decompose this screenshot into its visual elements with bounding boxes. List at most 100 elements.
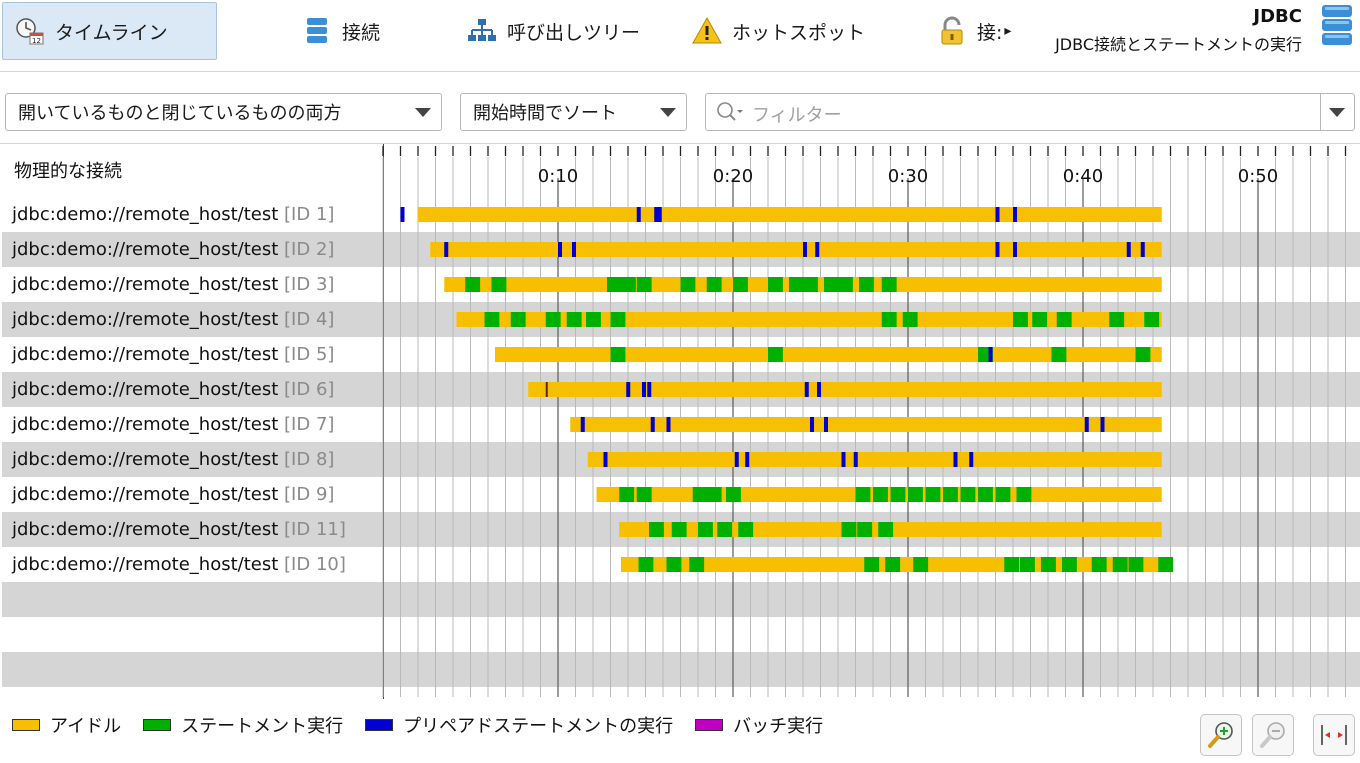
zoom-out-button[interactable] (1252, 714, 1294, 756)
legend-item-idle: アイドル (12, 712, 121, 738)
idle-bar[interactable] (456, 312, 1162, 327)
zoom-out-icon (1260, 722, 1285, 748)
connection-name: jdbc:demo://remote_host/test (12, 484, 285, 505)
tab-call-tree[interactable]: 呼び出しツリー (455, 2, 665, 60)
connection-name: jdbc:demo://remote_host/test (12, 309, 285, 330)
connection-id: [ID 2] (284, 239, 335, 260)
connection-row-label[interactable]: jdbc:demo://remote_host/test [ID 3] (12, 267, 334, 302)
connection-id: [ID 6] (284, 379, 335, 400)
connection-row-label[interactable]: jdbc:demo://remote_host/test [ID 7] (12, 407, 334, 442)
connection-id: [ID 9] (284, 484, 335, 505)
view-toolbar: 12 タイムライン 接続 (0, 0, 1360, 72)
connection-id: [ID 8] (284, 449, 335, 470)
fit-width-icon (1321, 725, 1347, 745)
zoom-in-icon (1208, 722, 1233, 748)
sort-select[interactable]: 開始時間でソート (460, 93, 687, 131)
view-title-subtitle: JDBC接続とステートメントの実行 (1055, 35, 1302, 54)
axis-tick-label: 0:20 (713, 166, 753, 187)
legend-label-prepared: プリペアドステートメントの実行 (403, 716, 674, 737)
lock-icon (937, 16, 967, 46)
connection-row-label[interactable]: jdbc:demo://remote_host/test [ID 11] (12, 512, 346, 547)
connection-name: jdbc:demo://remote_host/test (12, 554, 285, 575)
filter-history-button[interactable] (1320, 94, 1354, 130)
connection-id: [ID 11] (284, 519, 346, 540)
idle-bar[interactable] (418, 207, 1162, 222)
legend-swatch-batch (695, 719, 724, 731)
legend-swatch-statement (143, 719, 172, 731)
connection-name: jdbc:demo://remote_host/test (12, 239, 285, 260)
idle-bar[interactable] (430, 242, 1162, 257)
more-tabs-arrow-icon[interactable]: ▸ (1004, 23, 1012, 39)
idle-bar[interactable] (570, 417, 1162, 432)
legend-label-statement: ステートメント実行 (181, 716, 344, 737)
connection-row-label[interactable]: jdbc:demo://remote_host/test [ID 4] (12, 302, 334, 337)
connection-id: [ID 4] (284, 309, 335, 330)
tab-connections-label: 接続 (342, 21, 381, 44)
connection-name: jdbc:demo://remote_host/test (12, 274, 285, 295)
call-tree-icon (467, 16, 497, 46)
fit-width-button[interactable] (1313, 714, 1355, 756)
connection-row-label[interactable]: jdbc:demo://remote_host/test [ID 1] (12, 197, 334, 232)
idle-bar[interactable] (621, 557, 1162, 572)
timeline-icon: 12 (15, 16, 45, 46)
idle-bar[interactable] (528, 382, 1162, 397)
warning-icon (692, 16, 722, 46)
filter-placeholder: フィルター (752, 105, 842, 126)
connection-row-label[interactable]: jdbc:demo://remote_host/test [ID 10] (12, 547, 346, 582)
connection-column-header: 物理的な接続 (14, 161, 122, 182)
idle-bar[interactable] (444, 277, 1162, 292)
zoom-in-button[interactable] (1200, 714, 1242, 756)
search-icon (716, 101, 746, 127)
open-closed-select[interactable]: 開いているものと閉じているものの両方 (5, 93, 442, 131)
row-stripe (2, 582, 1360, 617)
connection-name: jdbc:demo://remote_host/test (12, 344, 285, 365)
connection-name: jdbc:demo://remote_host/test (12, 449, 285, 470)
connection-row-label[interactable]: jdbc:demo://remote_host/test [ID 5] (12, 337, 334, 372)
legend-label-idle: アイドル (50, 716, 122, 737)
legend-swatch-prepared (365, 719, 394, 731)
idle-bar[interactable] (619, 522, 1162, 537)
axis-tick-label: 0:50 (1238, 166, 1278, 187)
connection-name: jdbc:demo://remote_host/test (12, 204, 285, 225)
sort-select-value: 開始時間でソート (473, 103, 617, 124)
axis-tick-label: 0:10 (538, 166, 578, 187)
prepared-statement-segment (400, 207, 405, 222)
tab-timeline[interactable]: 12 タイムライン (2, 2, 217, 60)
chevron-down-icon (660, 108, 676, 117)
filter-bar: 開いているものと閉じているものの両方 開始時間でソート フィルター (0, 72, 1360, 144)
connection-id: [ID 1] (284, 204, 335, 225)
idle-bar[interactable] (495, 347, 1162, 362)
chevron-down-icon (1329, 108, 1345, 117)
connection-row-label[interactable]: jdbc:demo://remote_host/test [ID 6] (12, 372, 334, 407)
idle-bar[interactable] (587, 452, 1162, 467)
jdbc-database-icon (1320, 4, 1354, 52)
legend-item-batch: バッチ実行 (695, 712, 823, 738)
legend-label-batch: バッチ実行 (733, 716, 824, 737)
view-title-main: JDBC (1253, 6, 1302, 27)
legend-item-statement: ステートメント実行 (143, 712, 343, 738)
view-title: JDBC JDBC接続とステートメントの実行 (1055, 6, 1302, 55)
database-icon (302, 16, 332, 46)
open-closed-select-value: 開いているものと閉じているものの両方 (18, 103, 342, 124)
filter-input[interactable]: フィルター (705, 93, 1355, 131)
tab-connections[interactable]: 接続 (290, 2, 430, 60)
connection-name: jdbc:demo://remote_host/test (12, 519, 285, 540)
idle-bar[interactable] (596, 487, 1162, 502)
row-stripe (2, 652, 1360, 687)
connection-id: [ID 3] (284, 274, 335, 295)
axis-tick-label: 0:40 (1063, 166, 1103, 187)
connection-id: [ID 10] (284, 554, 346, 575)
connection-row-label[interactable]: jdbc:demo://remote_host/test [ID 2] (12, 232, 334, 267)
column-divider[interactable] (383, 144, 384, 699)
axis-tick-label: 0:30 (888, 166, 928, 187)
connection-row-label[interactable]: jdbc:demo://remote_host/test [ID 8] (12, 442, 334, 477)
connection-row-label[interactable]: jdbc:demo://remote_host/test [ID 9] (12, 477, 334, 512)
legend: アイドル ステートメント実行 プリペアドステートメントの実行 バッチ実行 (12, 712, 823, 738)
legend-swatch-idle (12, 719, 40, 731)
tab-timeline-label: タイムライン (55, 21, 168, 44)
tab-hotspots[interactable]: ホットスポット (680, 2, 890, 60)
tab-call-tree-label: 呼び出しツリー (507, 21, 641, 44)
tab-connection-leaks[interactable]: 接: ▸ (925, 2, 1020, 60)
legend-item-prepared: プリペアドステートメントの実行 (365, 712, 673, 738)
